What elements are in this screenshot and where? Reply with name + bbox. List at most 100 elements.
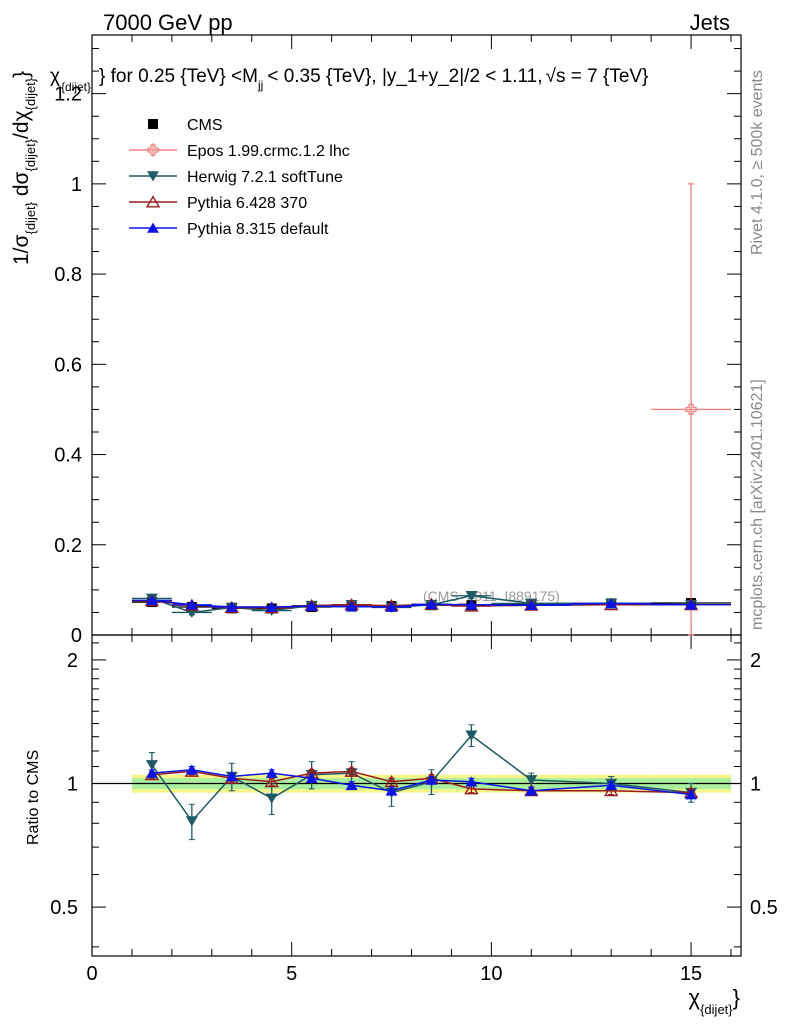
series-pythia-8-315-default-ratio-marker-2 (225, 771, 238, 782)
title-part-1: χ (50, 66, 60, 87)
ratio-plot-frame (91, 634, 742, 957)
ylabel-b: dσ (10, 171, 33, 202)
legend-marker-0 (148, 119, 158, 129)
legend-marker-3 (145, 195, 161, 208)
series-pythia-8-315-default-ratio-marker-3 (265, 767, 278, 778)
ratio-tick-label-left-0.5: 0.5 (50, 897, 78, 919)
legend: CMS Epos 1.99.crmc.1.2 lhc Herwig 7.2.1 so… (129, 117, 350, 238)
xlabel-sub: {dijet} (700, 1002, 733, 1017)
series-herwig-7-2-1-softtune-ratio-marker-3 (265, 793, 278, 804)
series-pythia-6-428-370-ratio-line (151, 770, 692, 794)
header-left-label: 7000 GeV pp (103, 10, 233, 35)
ylabel-a: 1/σ (10, 234, 33, 265)
y-tick-label-0.6: 0.6 (54, 354, 82, 376)
ylabel-a-sub: {dijet} (23, 201, 38, 234)
series-pythia-8-315-default-marker-6 (385, 601, 398, 612)
legend-marker-1 (147, 144, 159, 156)
ylabel-d: } (10, 71, 33, 78)
series-pythia-8-315-default-marker-10 (605, 598, 618, 609)
xlabel-close: } (733, 985, 740, 1010)
x-axis-label: χ{dijet}} (689, 985, 740, 1017)
series-pythia-8-315-default-marker-1 (185, 599, 198, 610)
series-herwig-7-2-1-softtune-ratio-marker-1 (185, 816, 198, 827)
series-pythia-8-315-default-marker-0 (145, 594, 158, 606)
legend-marker-4 (147, 222, 159, 233)
y-axis-ticks-ratio: 0.5 0.5 1 1 2 2 (50, 642, 778, 948)
ratio-tick-label-right-0.5: 0.5 (750, 897, 778, 919)
ylabel-b-sub: {dijet} (23, 138, 38, 171)
y-tick-label-1.2: 1.2 (54, 84, 82, 106)
series-pythia-6-428-370-ratio-marker-10 (603, 783, 619, 797)
legend-label-2: Herwig 7.2.1 softTune (187, 169, 343, 186)
svg-text:1/σ{dijet} dσ{dijet}/dχ{dijet}: 1/σ{dijet} dσ{dijet}/dχ{dijet}} (10, 71, 38, 265)
x-tick-label-10: 10 (480, 963, 502, 985)
series-pythia-8-315-default-marker-3 (265, 601, 278, 612)
series-pythia-8-315-default-marker-8 (465, 599, 478, 610)
series-pythia-8-315-default-ratio-marker-6 (385, 785, 398, 796)
series-herwig-7-2-1-softtune-ratio-line (151, 734, 692, 823)
ylabel-c: /dχ (10, 110, 33, 139)
ratio-ylabel: Ratio to CMS (25, 750, 42, 845)
xlabel-main: χ (689, 985, 701, 1010)
series-pythia-8-315-default-marker-9 (525, 599, 538, 611)
y-tick-label-0.2: 0.2 (54, 535, 82, 557)
header-right-label: Jets (690, 10, 730, 35)
series-pythia-8-315-default-ratio-marker-10 (605, 779, 618, 791)
y-axis-label-main: 1/σ{dijet} dσ{dijet}/dχ{dijet}} (10, 71, 38, 265)
series-pythia-8-315-default-ratio-marker-11 (685, 789, 698, 800)
title-part-3: < 0.35 {TeV}, |y_1+y_2|/2 < 1.11, (267, 66, 542, 87)
series-pythia-8-315-default-ratio-marker-5 (345, 779, 358, 791)
side-label-rivet: Rivet 4.1.0, ≥ 500k events (749, 70, 766, 255)
series-pythia-8-315-default-ratio-marker-0 (145, 767, 158, 778)
chart-title: χ{dijet} } for 0.25 {TeV} <Mjj < 0.35 {TeV… (50, 66, 648, 94)
svg-text:Rivet 4.1.0, ≥ 500k events: Rivet 4.1.0, ≥ 500k events (749, 70, 766, 255)
title-part-2-sub: jj (257, 78, 263, 92)
series-pythia-8-315-default (131, 594, 732, 612)
series-pythia-6-428-370-ratio-marker-3 (264, 774, 279, 788)
series-herwig-7-2-1-softtune-ratio-marker-9 (525, 775, 538, 786)
ratio-tick-label-left-2: 2 (67, 650, 78, 672)
x-axis-ticks: 0 5 10 15 (86, 35, 732, 985)
legend-label-0: CMS (187, 117, 223, 134)
title-part-5: s = 7 {TeV} (556, 66, 648, 87)
x-tick-label-5: 5 (286, 963, 297, 985)
series-pythia-6-428-370-ratio-marker-8 (464, 782, 479, 795)
title-part-2: } for 0.25 {TeV} <M (99, 66, 258, 87)
x-tick-label-0: 0 (86, 963, 97, 985)
series-pythia-8-315-default-ratio-marker-4 (305, 772, 318, 784)
y-axis-ticks-main: 0 0.2 0.4 0.6 0.8 1 1.2 (54, 48, 741, 647)
series-pythia-8-315-default-marker-2 (225, 601, 238, 612)
ratio-tick-label-right-2: 2 (750, 650, 761, 672)
ratio-tick-label-right-1: 1 (750, 773, 761, 795)
series-pythia-8-315-default-marker-11 (685, 599, 698, 610)
series-pythia-8-315-default-ratio-marker-7 (425, 774, 438, 785)
series-pythia-8-315-default-ratio-marker-1 (185, 764, 198, 775)
y-tick-label-0.8: 0.8 (54, 264, 82, 286)
ratio-tick-label-left-1: 1 (67, 773, 78, 795)
series-pythia-8-315-default-marker-5 (345, 601, 358, 612)
series-herwig-7-2-1-softtune-ratio-marker-8 (465, 730, 478, 741)
legend-label-3: Pythia 6.428 370 (187, 195, 307, 212)
series-pythia-8-315-default-marker-7 (425, 598, 438, 610)
legend-label-4: Pythia 8.315 default (187, 221, 329, 238)
series-pythia-6-428-370-ratio-marker-5 (344, 764, 359, 777)
title-part-1-sub: {dijet} (61, 80, 91, 94)
svg-text:mcplots.cern.ch [arXiv:2401.10: mcplots.cern.ch [arXiv:2401.10621] (749, 379, 766, 630)
series-pythia-8-315-default-marker-4 (305, 600, 318, 611)
legend-marker-2 (147, 171, 159, 182)
legend-label-1: Epos 1.99.crmc.1.2 lhc (187, 143, 350, 160)
y-tick-label-0.4: 0.4 (54, 445, 82, 467)
series-pythia-8-315-default-ratio-line (151, 769, 692, 796)
series-pythia-8-315-default-ratio (145, 764, 698, 800)
series-epos-1-99-crmc-1-2-lhc (651, 183, 732, 636)
series-pythia-8-315-default-ratio-marker-9 (525, 785, 538, 796)
series-epos-1-99-crmc-1-2-lhc-marker-0 (685, 403, 697, 416)
series-pythia-8-315-default-ratio-marker-8 (465, 776, 478, 787)
y-tick-label-1: 1 (71, 174, 82, 196)
title-part-4: √ (546, 66, 557, 87)
y-tick-label-0: 0 (71, 625, 82, 647)
side-label-mcplots: mcplots.cern.ch [arXiv:2401.10621] (749, 379, 766, 630)
series-herwig-7-2-1-softtune-marker-8 (465, 590, 478, 602)
y-axis-label-ratio: Ratio to CMS (25, 750, 42, 845)
